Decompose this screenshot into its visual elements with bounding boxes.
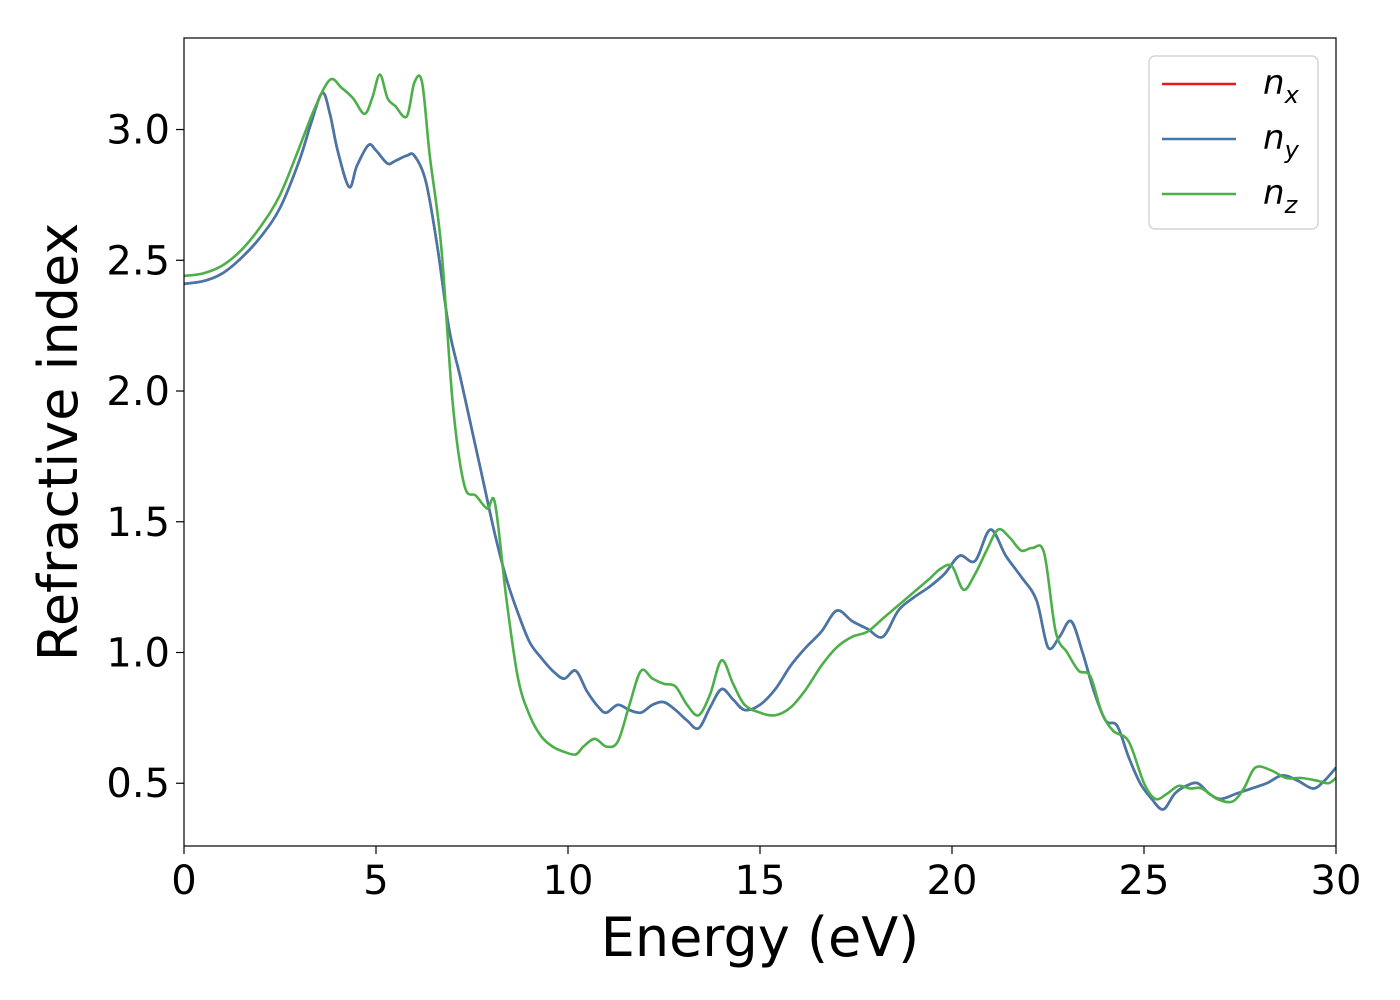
x-axis-title: Energy (eV) — [601, 906, 920, 969]
legend: nx ny nz — [1148, 55, 1319, 230]
y-axis-ticks: 0.5 1.0 1.5 2.0 2.5 3.0 — [106, 108, 184, 807]
x-tick-label: 5 — [363, 858, 388, 904]
x-tick-label: 20 — [927, 858, 978, 904]
y-tick-label: 1.0 — [106, 630, 170, 676]
x-tick-label: 0 — [171, 858, 196, 904]
x-tick-label: 15 — [735, 858, 786, 904]
x-tick-label: 25 — [1119, 858, 1170, 904]
legend-label-y: ny — [1263, 118, 1300, 164]
y-tick-label: 2.0 — [106, 369, 170, 415]
y-tick-label: 0.5 — [106, 761, 170, 807]
series-line-y — [184, 91, 1336, 811]
legend-label-z: nz — [1263, 173, 1299, 219]
x-tick-label: 10 — [543, 858, 594, 904]
y-tick-label: 2.5 — [106, 238, 170, 284]
legend-entries: nx ny nz — [1162, 63, 1300, 219]
y-axis-title: Refractive index — [27, 223, 90, 662]
y-tick-label: 3.0 — [106, 108, 170, 154]
legend-box — [1148, 55, 1319, 230]
y-tick-label: 1.5 — [106, 500, 170, 546]
legend-label-x: nx — [1263, 63, 1300, 109]
plot-lines — [184, 73, 1336, 811]
x-axis-ticks: 0 5 10 15 20 25 30 — [171, 846, 1361, 904]
x-tick-label: 30 — [1311, 858, 1362, 904]
series-line-z — [184, 73, 1336, 804]
